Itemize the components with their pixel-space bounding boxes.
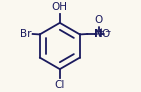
Text: +: +: [97, 27, 104, 36]
Text: N: N: [94, 29, 103, 39]
Text: Cl: Cl: [55, 80, 65, 90]
Text: O: O: [95, 15, 103, 25]
Text: O: O: [101, 29, 110, 39]
Text: −: −: [104, 27, 111, 36]
Text: Br: Br: [20, 29, 31, 39]
Text: OH: OH: [52, 2, 68, 12]
